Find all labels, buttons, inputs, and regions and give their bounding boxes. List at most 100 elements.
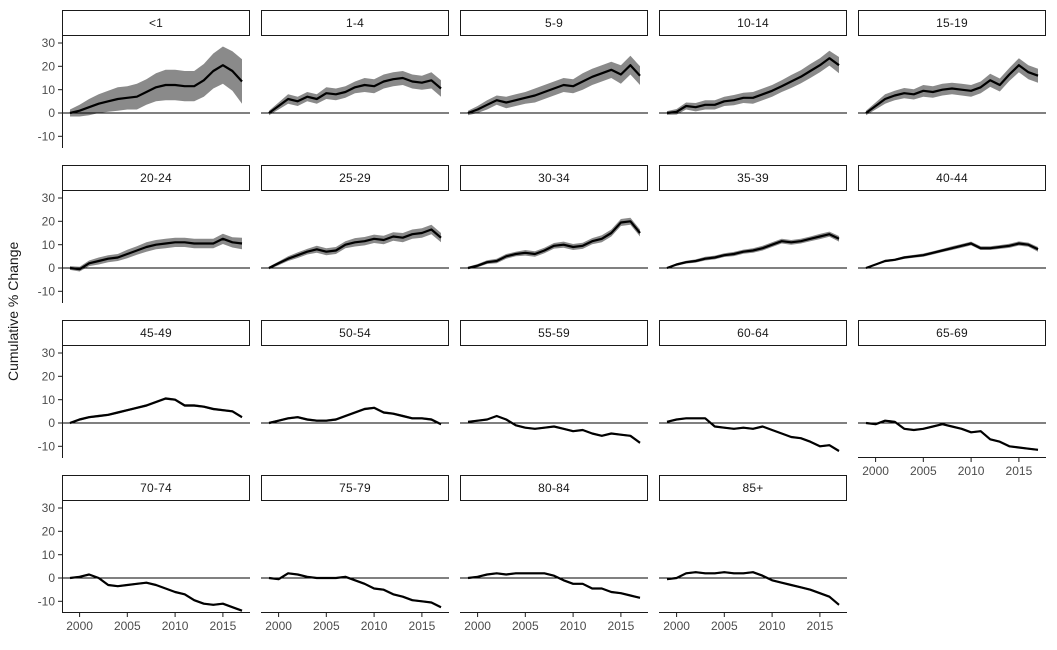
trend-line: [467, 414, 641, 444]
facet-panel: 75-79 2000 2005 2010 2015: [261, 475, 449, 633]
y-tick-label: 0: [48, 571, 55, 585]
panel-plot: [261, 224, 449, 270]
facet-label: 65-69: [936, 326, 968, 340]
facet-panel: 50-54: [261, 320, 449, 458]
facet-strip: 80-84: [460, 475, 648, 501]
confidence-ribbon: [468, 217, 640, 270]
trend-line: [666, 233, 840, 270]
y-axis-title: Cumulative % Change: [5, 241, 21, 382]
trend-line: [268, 572, 442, 609]
facet-panel: 10-14: [659, 10, 847, 148]
facet-panel: 35-39: [659, 165, 847, 303]
confidence-ribbon: [269, 71, 441, 116]
facet-label: <1: [148, 16, 164, 30]
x-tick-label: 2005: [114, 619, 141, 633]
panel-plot: 2000 2005 2010 2015: [261, 572, 449, 633]
confidence-ribbon: [70, 46, 242, 117]
facet-panel: 55-59: [460, 320, 648, 458]
y-tick-label: 10: [42, 238, 56, 252]
facet-strip: 75-79: [261, 475, 449, 501]
panel-plot: 30 20 10 0 -10: [38, 346, 250, 458]
trend-line: [268, 228, 442, 269]
y-tick-label: 0: [48, 106, 55, 120]
x-tick-label: 2010: [361, 619, 388, 633]
x-tick-label: 2010: [560, 619, 587, 633]
panel-plot: [659, 50, 847, 115]
panel-plot: 2000 2005 2010 2015: [858, 419, 1046, 478]
facet-label: 45-49: [140, 326, 172, 340]
y-tick-label: -10: [38, 595, 56, 609]
trend-line: [69, 397, 243, 425]
facet-panel: 20-24 30 20 10 0 -10: [38, 165, 250, 303]
y-tick-label: -10: [38, 285, 56, 299]
y-tick-label: 0: [48, 261, 55, 275]
facet-label: 5-9: [545, 16, 563, 30]
facet-panel: 70-74 30 20 10 0 -10 2000 2005 2010 2015: [38, 475, 250, 633]
panel-plot: [460, 414, 648, 444]
facet-panel: 65-69 2000 2005 2010 2015: [858, 320, 1046, 478]
facet-panel: 30-34: [460, 165, 648, 303]
facet-panel: 40-44: [858, 165, 1046, 303]
y-tick-label: 20: [42, 60, 56, 74]
facet-panel: 80-84 2000 2005 2010 2015: [460, 475, 648, 633]
x-tick-label: 2000: [464, 619, 491, 633]
facet-strip: 50-54: [261, 320, 449, 346]
panel-plot: [460, 217, 648, 270]
facet-panel: 60-64: [659, 320, 847, 458]
confidence-ribbon: [269, 224, 441, 270]
trend-line: [69, 573, 243, 612]
facet-strip: 5-9: [460, 10, 648, 36]
x-tick-label: 2015: [1006, 464, 1033, 478]
trend-line: [268, 76, 442, 114]
y-tick-label: 30: [42, 501, 56, 515]
trend-line: [467, 220, 641, 270]
confidence-ribbon: [70, 233, 242, 272]
facet-strip: <1: [62, 10, 250, 36]
confidence-ribbon: [468, 415, 640, 444]
facet-panel: 1-4: [261, 10, 449, 148]
y-tick-label: 30: [42, 36, 56, 50]
x-tick-label: 2005: [910, 464, 937, 478]
facet-label: 85+: [742, 481, 764, 495]
confidence-ribbon: [667, 50, 839, 115]
trend-line: [865, 64, 1039, 114]
y-tick-label: 20: [42, 370, 56, 384]
facet-label: 20-24: [140, 171, 172, 185]
x-tick-label: 2010: [958, 464, 985, 478]
facet-label: 80-84: [538, 481, 570, 495]
x-tick-label: 2005: [512, 619, 539, 633]
trend-line: [666, 571, 840, 606]
y-tick-label: 10: [42, 393, 56, 407]
facet-panel: 45-49 30 20 10 0 -10: [38, 320, 250, 458]
facet-label: 35-39: [737, 171, 769, 185]
panel-plot: [460, 55, 648, 116]
trend-line: [467, 64, 641, 115]
confidence-ribbon: [70, 573, 242, 612]
facet-label: 40-44: [936, 171, 968, 185]
panel-plot: [659, 231, 847, 270]
panel-plot: 30 20 10 0 -10: [38, 191, 250, 303]
x-tick-label: 2000: [862, 464, 889, 478]
x-tick-label: 2015: [608, 619, 635, 633]
trend-line: [69, 64, 243, 115]
facet-strip: 35-39: [659, 165, 847, 191]
panel-plot: [858, 241, 1046, 270]
y-tick-label: 10: [42, 83, 56, 97]
y-tick-label: 20: [42, 215, 56, 229]
facet-strip: 60-64: [659, 320, 847, 346]
panel-plot: [261, 71, 449, 116]
facet-strip: 10-14: [659, 10, 847, 36]
x-tick-label: 2000: [66, 619, 93, 633]
y-tick-label: -10: [38, 440, 56, 454]
facet-strip: 45-49: [62, 320, 250, 346]
trend-line: [69, 237, 243, 271]
facet-panel: 85+ 2000 2005 2010 2015: [659, 475, 847, 633]
y-tick-label: 30: [42, 191, 56, 205]
panel-plot: 2000 2005 2010 2015: [659, 571, 847, 633]
x-tick-label: 2015: [210, 619, 237, 633]
x-tick-label: 2015: [807, 619, 834, 633]
facet-label: 15-19: [936, 16, 968, 30]
facet-panel: 5-9: [460, 10, 648, 148]
